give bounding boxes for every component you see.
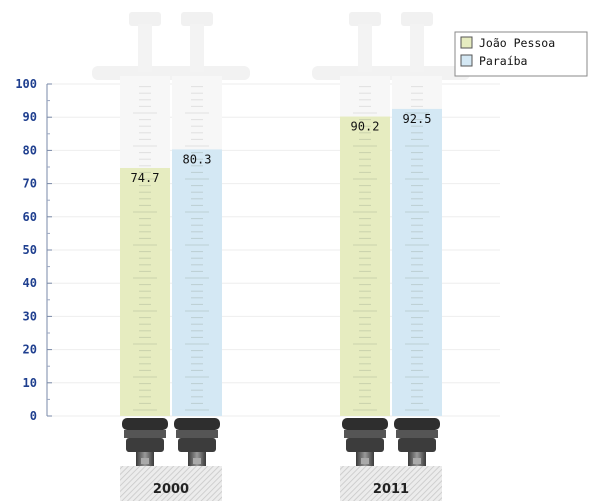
syringe-hub-lower — [398, 438, 436, 452]
plunger-rod — [190, 24, 204, 72]
plunger-rod — [410, 24, 424, 72]
bar — [340, 116, 390, 416]
syringe-hub — [394, 418, 440, 430]
plunger-cap — [181, 12, 213, 26]
y-tick-label: 0 — [30, 409, 37, 423]
syringe-hub-lower — [126, 438, 164, 452]
plunger-cap — [129, 12, 161, 26]
data-label: 74.7 — [131, 171, 160, 185]
syringe-needle-tip — [361, 458, 369, 464]
syringe-hub — [122, 418, 168, 430]
plunger-cap — [401, 12, 433, 26]
y-tick-label: 40 — [23, 276, 37, 290]
bar — [172, 149, 222, 417]
x-axis: 2000 2011 — [120, 466, 442, 501]
value-labels: 74.7 80.3 90.2 92.5 — [131, 112, 432, 185]
category-plate — [340, 466, 442, 501]
legend-label: João Pessoa — [479, 36, 555, 50]
y-axis: 0 10 20 30 40 50 60 70 80 90 100 — [15, 77, 52, 423]
plunger-rod — [358, 24, 372, 72]
x-tick-label: 2000 — [153, 482, 189, 497]
y-tick-label: 60 — [23, 210, 37, 224]
bar — [392, 108, 442, 417]
syringe-hub-band — [176, 430, 218, 438]
plunger-rod — [138, 24, 152, 72]
y-tick-label: 100 — [15, 77, 37, 91]
barrel-ticks — [133, 86, 429, 411]
bar — [120, 167, 170, 416]
syringe-hub-band — [396, 430, 438, 438]
syringe-needle-tip — [193, 458, 201, 464]
data-label: 92.5 — [403, 112, 432, 126]
syringe-hub-lower — [346, 438, 384, 452]
y-tick-label: 10 — [23, 376, 37, 390]
syringe-needle-tip — [141, 458, 149, 464]
needles — [122, 418, 440, 466]
legend-label: Paraíba — [479, 54, 527, 68]
y-tick-label: 20 — [23, 343, 37, 357]
legend-swatch — [460, 54, 473, 67]
y-tick-label: 90 — [23, 110, 37, 124]
data-label: 90.2 — [351, 120, 380, 134]
bars — [120, 108, 442, 417]
category-plate — [120, 466, 222, 501]
syringe-hub — [174, 418, 220, 430]
syringe-hub-band — [344, 430, 386, 438]
legend-box — [454, 31, 588, 77]
syringe-hub-band — [124, 430, 166, 438]
y-tick-label: 30 — [23, 309, 37, 323]
syringe-flange — [92, 66, 250, 80]
x-tick-label: 2011 — [373, 482, 409, 497]
data-label: 80.3 — [183, 152, 212, 166]
plunger-cap — [349, 12, 381, 26]
y-tick-label: 80 — [23, 143, 37, 157]
y-tick-label: 70 — [23, 177, 37, 191]
y-tick-label: 50 — [23, 243, 37, 257]
legend: João Pessoa Paraíba — [454, 31, 588, 77]
legend-swatch — [460, 36, 473, 49]
syringe-flange — [312, 66, 470, 80]
syringe-needle-tip — [413, 458, 421, 464]
syringe-hub — [342, 418, 388, 430]
syringe-hub-lower — [178, 438, 216, 452]
